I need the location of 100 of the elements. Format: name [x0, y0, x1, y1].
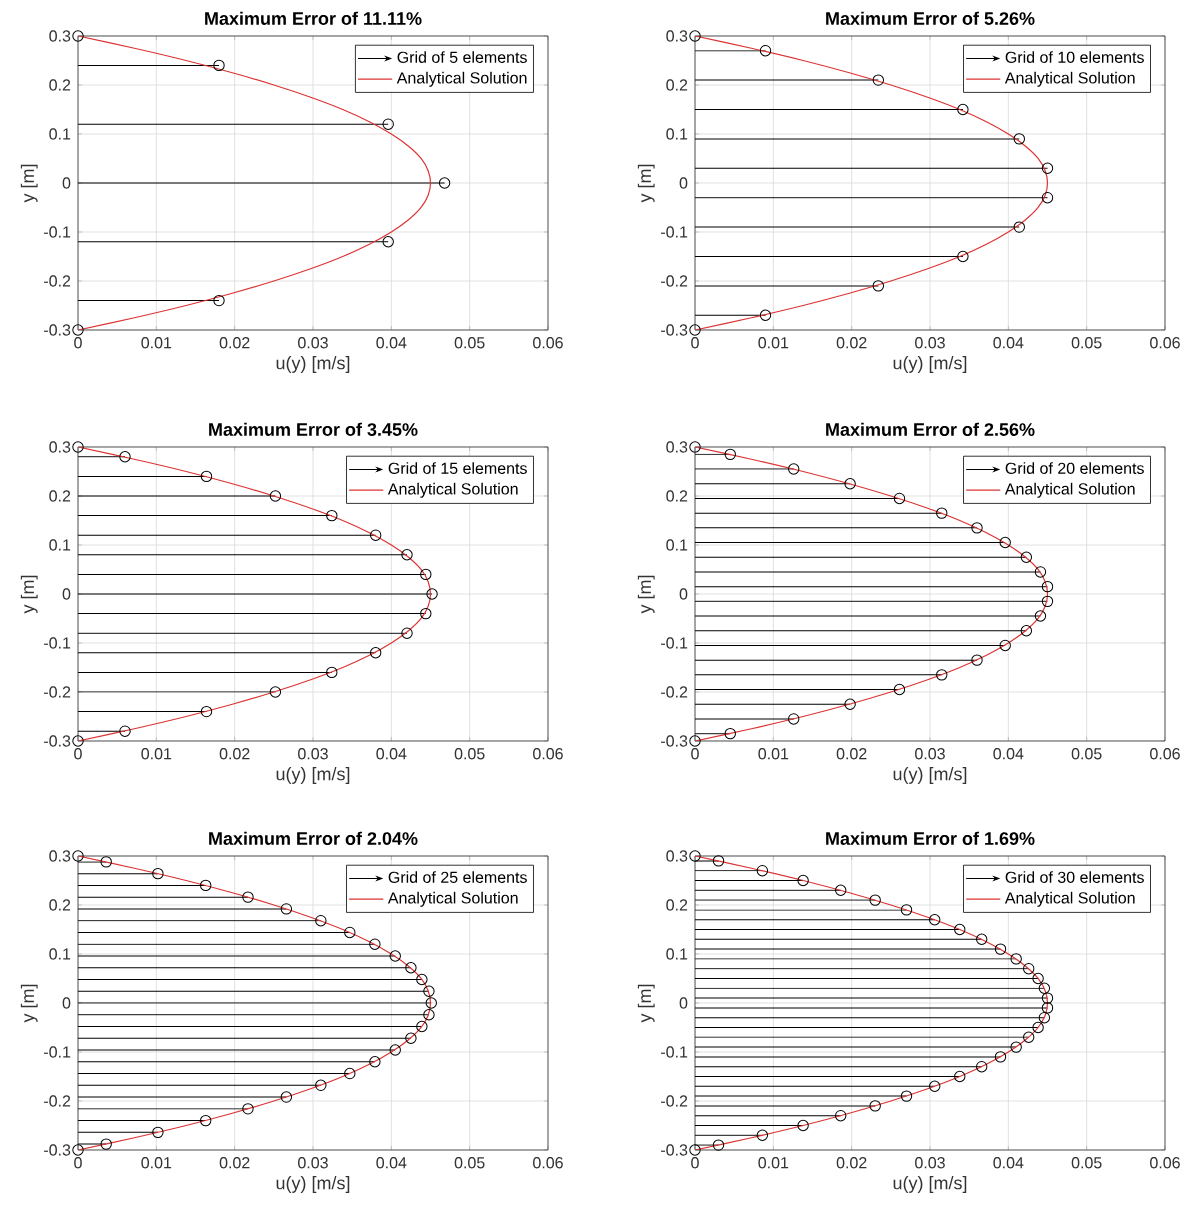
x-tick-label: 0.01 — [141, 337, 172, 349]
y-tick-label: 0.2 — [666, 899, 688, 911]
x-tick-label: 0 — [74, 1157, 82, 1169]
legend-label: Grid of 30 elements — [1005, 871, 1144, 883]
x-tick-label: 0.06 — [533, 1157, 563, 1169]
y-tick-label: 0 — [679, 588, 688, 600]
x-tick-label: 0.03 — [298, 337, 328, 349]
x-tick-label: 0 — [74, 337, 82, 349]
y-tick-label: 0 — [62, 588, 71, 600]
x-tick-label: 0.03 — [915, 748, 945, 760]
y-tick-label: 0.1 — [49, 948, 71, 960]
x-tick-label: 0.05 — [454, 1157, 485, 1169]
y-tick-label: 0.1 — [49, 128, 71, 140]
y-axis-title: y [m] — [637, 575, 655, 614]
y-tick-label: -0.1 — [44, 226, 71, 238]
y-tick-label: 0.3 — [49, 850, 71, 862]
y-tick-label: -0.2 — [661, 686, 688, 698]
y-tick-label: 0.2 — [666, 490, 688, 502]
x-tick-label: 0.05 — [1071, 748, 1102, 760]
x-axis-title: u(y) [m/s] — [893, 767, 967, 784]
x-tick-label: 0.02 — [836, 337, 867, 349]
x-tick-label: 0 — [691, 748, 699, 760]
legend-label: Analytical Solution — [1004, 482, 1135, 498]
x-tick-label: 0.01 — [758, 337, 789, 349]
y-tick-label: 0 — [62, 177, 71, 189]
chart-title: Maximum Error of 3.45% — [209, 422, 418, 436]
x-axis-title: u(y) [m/s] — [893, 1176, 967, 1193]
legend-label: Grid of 20 elements — [1005, 462, 1144, 474]
y-tick-label: -0.2 — [44, 686, 71, 698]
y-tick-label: 0.3 — [666, 30, 688, 42]
y-axis-title: y [m] — [637, 984, 655, 1023]
x-tick-label: 0.04 — [993, 337, 1024, 349]
x-tick-label: 0.02 — [836, 1157, 867, 1169]
y-tick-label: 0.1 — [666, 539, 688, 551]
legend-label: Grid of 25 elements — [388, 871, 527, 883]
x-tick-label: 0 — [691, 1157, 699, 1169]
y-axis-title: y [m] — [20, 984, 38, 1023]
y-axis-title: y [m] — [20, 164, 38, 203]
y-tick-label: -0.2 — [661, 275, 688, 287]
y-tick-label: 0.3 — [49, 30, 71, 42]
legend-label: Analytical Solution — [1004, 71, 1135, 87]
legend-label: Grid of 10 elements — [1005, 51, 1144, 63]
x-tick-label: 0.02 — [219, 337, 250, 349]
y-tick-label: 0.1 — [666, 128, 688, 140]
y-tick-label: -0.2 — [44, 1095, 71, 1107]
x-tick-label: 0.01 — [758, 1157, 789, 1169]
chart-title: Maximum Error of 2.56% — [826, 422, 1035, 436]
chart-title: Maximum Error of 1.69% — [826, 831, 1035, 845]
chart-title: Maximum Error of 2.04% — [209, 831, 418, 845]
y-tick-label: -0.3 — [661, 735, 688, 747]
x-tick-label: 0.02 — [219, 748, 250, 760]
x-tick-label: 0.04 — [993, 748, 1024, 760]
legend-label: Analytical Solution — [387, 482, 518, 498]
x-tick-label: 0.03 — [298, 1157, 328, 1169]
x-tick-label: 0.04 — [376, 748, 407, 760]
legend-label: Analytical Solution — [387, 891, 518, 907]
x-tick-label: 0.01 — [141, 1157, 172, 1169]
y-tick-label: 0 — [679, 177, 688, 189]
y-tick-label: -0.1 — [44, 637, 71, 649]
y-tick-label: -0.1 — [44, 1046, 71, 1058]
x-tick-label: 0.04 — [993, 1157, 1024, 1169]
y-tick-label: -0.3 — [661, 324, 688, 336]
chart-title: Maximum Error of 5.26% — [826, 11, 1035, 25]
y-axis-title: y [m] — [637, 164, 655, 203]
x-axis-title: u(y) [m/s] — [276, 356, 350, 373]
legend-label: Analytical Solution — [1004, 891, 1135, 907]
y-tick-label: 0.1 — [666, 948, 688, 960]
y-tick-label: 0.2 — [49, 899, 71, 911]
x-tick-label: 0.03 — [915, 1157, 945, 1169]
x-tick-label: 0.02 — [836, 748, 867, 760]
x-tick-label: 0.02 — [219, 1157, 250, 1169]
y-tick-label: -0.3 — [44, 324, 71, 336]
y-tick-label: 0.3 — [666, 850, 688, 862]
x-tick-label: 0.04 — [376, 1157, 407, 1169]
x-tick-label: 0.04 — [376, 337, 407, 349]
x-axis-title: u(y) [m/s] — [276, 767, 350, 784]
x-tick-label: 0.05 — [1071, 1157, 1102, 1169]
x-tick-label: 0 — [691, 337, 699, 349]
x-tick-label: 0.03 — [298, 748, 328, 760]
x-tick-label: 0.05 — [454, 337, 485, 349]
y-axis-title: y [m] — [20, 575, 38, 614]
x-tick-label: 0.06 — [1150, 748, 1180, 760]
y-tick-label: -0.3 — [661, 1144, 688, 1156]
y-tick-label: -0.1 — [661, 637, 688, 649]
x-tick-label: 0.06 — [1150, 337, 1180, 349]
x-axis-title: u(y) [m/s] — [893, 356, 967, 373]
legend-label: Grid of 5 elements — [397, 51, 527, 63]
x-tick-label: 0.06 — [533, 337, 563, 349]
y-tick-label: 0 — [679, 997, 688, 1009]
x-tick-label: 0.06 — [533, 748, 563, 760]
x-tick-label: 0.01 — [758, 748, 789, 760]
x-tick-label: 0.05 — [454, 748, 485, 760]
legend-label: Analytical Solution — [396, 71, 527, 87]
y-tick-label: -0.3 — [44, 735, 71, 747]
y-tick-label: 0.3 — [49, 441, 71, 453]
chart-title: Maximum Error of 11.11% — [205, 11, 422, 25]
x-tick-label: 0.06 — [1150, 1157, 1180, 1169]
y-tick-label: 0.3 — [666, 441, 688, 453]
y-tick-label: 0 — [62, 997, 71, 1009]
y-tick-label: 0.2 — [49, 490, 71, 502]
